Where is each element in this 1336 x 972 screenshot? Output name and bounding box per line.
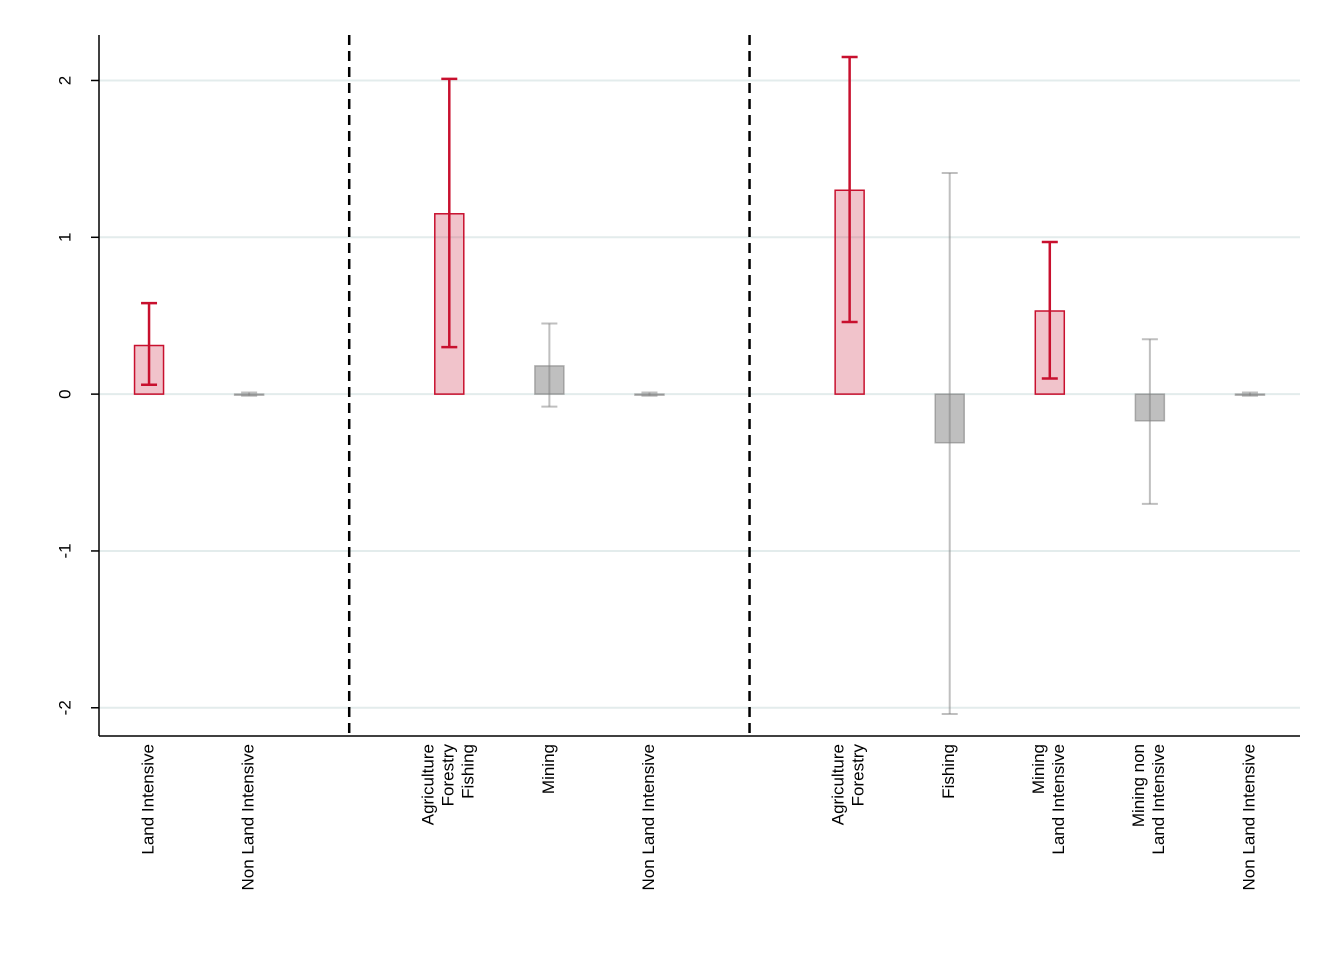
y-tick-label: 1 (55, 233, 74, 242)
x-tick-label: Non Land Intensive (1239, 744, 1258, 891)
x-tick-label: Non Land Intensive (239, 744, 258, 891)
x-tick-label: Mining (539, 744, 558, 794)
x-tick-label: Land Intensive (139, 744, 158, 855)
x-tick-label: MiningLand Intensive (1029, 744, 1068, 855)
x-tick-label: AgricultureForestry (829, 744, 868, 826)
y-tick-label: 0 (55, 389, 74, 398)
y-tick-label: -1 (55, 543, 74, 558)
y-tick-label: 2 (55, 76, 74, 85)
x-tick-label: Fishing (939, 744, 958, 799)
x-tick-label: Non Land Intensive (639, 744, 658, 891)
x-tick-label: Mining nonLand Intensive (1129, 744, 1168, 855)
y-tick-label: -2 (55, 700, 74, 715)
x-tick-label: AgricultureForestryFishing (419, 744, 478, 826)
